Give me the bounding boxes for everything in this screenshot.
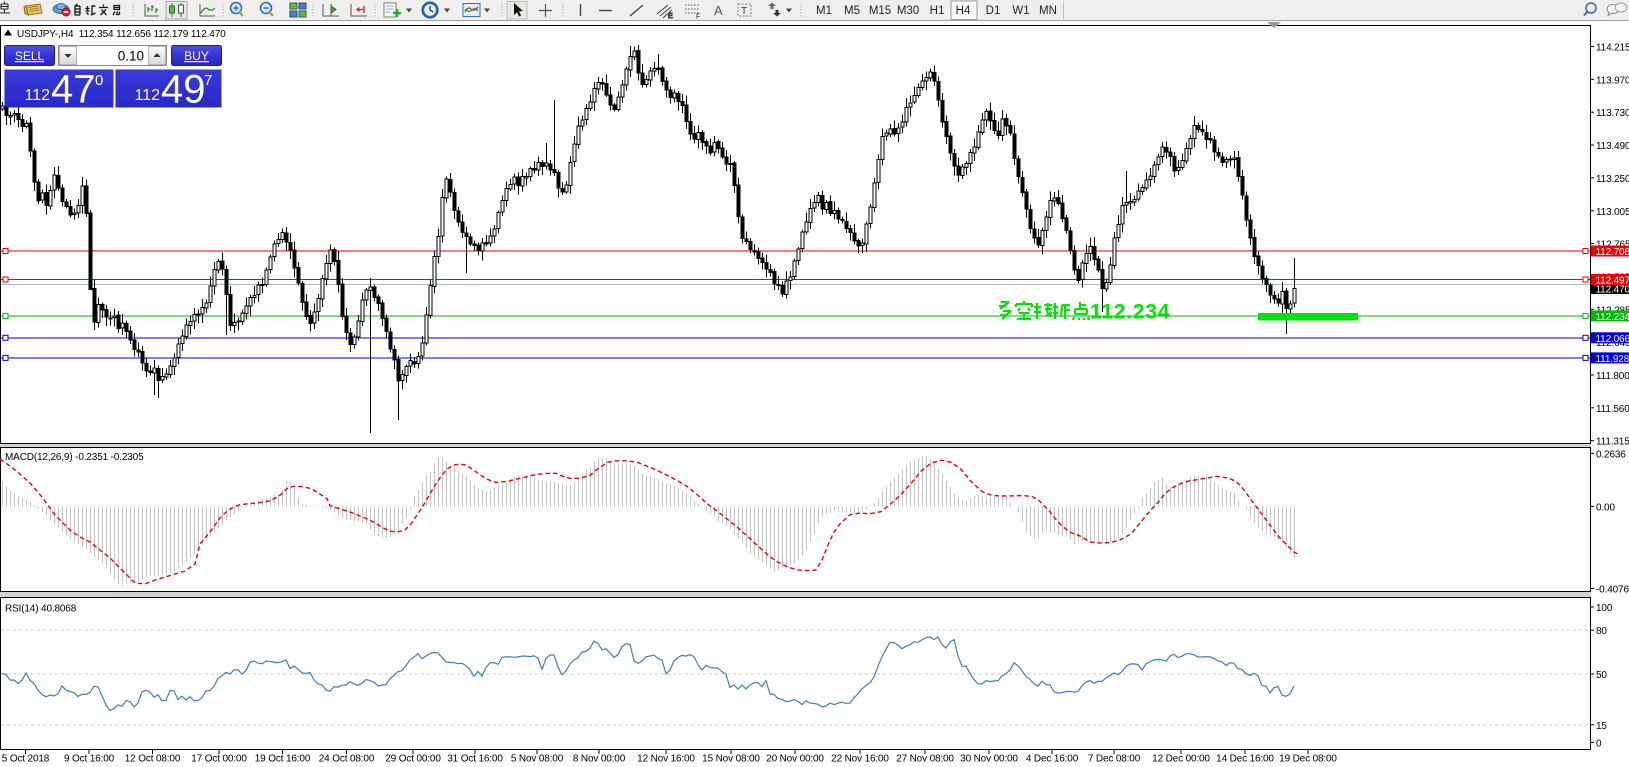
svg-text:112.045: 112.045 [1596, 338, 1629, 349]
svg-text:19 Dec 08:00: 19 Dec 08:00 [1279, 754, 1337, 765]
svg-text:113.490: 113.490 [1596, 141, 1629, 152]
svg-text:12 Nov 16:00: 12 Nov 16:00 [637, 754, 695, 765]
svg-text:7: 7 [204, 72, 212, 89]
svg-text:17 Oct 00:00: 17 Oct 00:00 [191, 754, 247, 765]
svg-text:31 Oct 16:00: 31 Oct 16:00 [447, 754, 503, 765]
svg-text:-0.4076: -0.4076 [1596, 585, 1629, 596]
svg-text:D1: D1 [986, 5, 1001, 17]
svg-text:0: 0 [1596, 738, 1602, 749]
svg-text:BUY: BUY [184, 49, 209, 63]
svg-text:30 Nov 00:00: 30 Nov 00:00 [960, 754, 1018, 765]
svg-text:20 Nov 00:00: 20 Nov 00:00 [766, 754, 824, 765]
svg-text:114.215: 114.215 [1596, 43, 1629, 54]
svg-text:0.10: 0.10 [118, 49, 144, 64]
svg-text:112.708: 112.708 [1596, 247, 1629, 258]
svg-text:15: 15 [1596, 721, 1607, 732]
svg-text:14 Dec 16:00: 14 Dec 16:00 [1216, 754, 1274, 765]
svg-text:0.2636: 0.2636 [1596, 449, 1626, 460]
svg-text:M30: M30 [897, 5, 919, 17]
svg-text:7 Dec 08:00: 7 Dec 08:00 [1088, 754, 1141, 765]
svg-text:112.234: 112.234 [1090, 301, 1170, 324]
svg-text:E: E [668, 13, 673, 20]
svg-text:MN: MN [1039, 5, 1057, 17]
svg-text:113.250: 113.250 [1596, 174, 1629, 185]
svg-text:49: 49 [161, 68, 206, 112]
svg-text:29 Oct 00:00: 29 Oct 00:00 [385, 754, 441, 765]
svg-text:5 Oct 2018: 5 Oct 2018 [2, 754, 50, 765]
svg-text:M15: M15 [869, 5, 891, 17]
svg-text:113.970: 113.970 [1596, 75, 1629, 86]
svg-text:50: 50 [1596, 670, 1607, 681]
svg-text:80: 80 [1596, 626, 1607, 637]
svg-text:112.765: 112.765 [1596, 240, 1629, 251]
svg-text:9 Oct 16:00: 9 Oct 16:00 [64, 754, 115, 765]
svg-text:22 Nov 16:00: 22 Nov 16:00 [831, 754, 889, 765]
svg-text:H4: H4 [956, 5, 971, 17]
svg-text:111.315: 111.315 [1596, 437, 1629, 448]
svg-text:USDJPY-,H4 112.354 112.656 11: USDJPY-,H4 112.354 112.656 112.179 112.4… [17, 29, 226, 40]
svg-text:112.470: 112.470 [1596, 285, 1629, 296]
svg-text:RSI(14) 40.8068: RSI(14) 40.8068 [5, 604, 77, 615]
svg-text:0.00: 0.00 [1596, 502, 1615, 513]
svg-text:T: T [741, 6, 747, 17]
svg-text:MACD(12,26,9) -0.2351 -0.2305: MACD(12,26,9) -0.2351 -0.2305 [5, 452, 144, 463]
svg-text:A: A [714, 3, 723, 18]
svg-text:M1: M1 [816, 5, 832, 17]
svg-text:113.005: 113.005 [1596, 207, 1629, 218]
svg-text:112: 112 [24, 87, 50, 104]
svg-text:111.560: 111.560 [1596, 404, 1629, 415]
svg-text:0: 0 [95, 72, 103, 89]
svg-text:112.066: 112.066 [1596, 334, 1629, 345]
svg-text:H1: H1 [930, 5, 945, 17]
svg-text:19 Oct 16:00: 19 Oct 16:00 [255, 754, 311, 765]
svg-text:112: 112 [134, 87, 160, 104]
svg-text:W1: W1 [1012, 5, 1029, 17]
svg-text:5 Nov 08:00: 5 Nov 08:00 [511, 754, 564, 765]
svg-text:12 Oct 08:00: 12 Oct 08:00 [125, 754, 181, 765]
svg-text:M5: M5 [844, 5, 860, 17]
svg-text:SELL: SELL [15, 49, 45, 63]
svg-text:8 Nov 00:00: 8 Nov 00:00 [573, 754, 626, 765]
svg-text:111.800: 111.800 [1596, 371, 1629, 382]
svg-text:15 Nov 08:00: 15 Nov 08:00 [702, 754, 760, 765]
svg-text:111.928: 111.928 [1596, 354, 1629, 365]
svg-text:24 Oct 08:00: 24 Oct 08:00 [319, 754, 375, 765]
svg-text:112.497: 112.497 [1596, 276, 1629, 287]
svg-text:47: 47 [51, 68, 96, 112]
svg-text:112.234: 112.234 [1596, 312, 1629, 323]
svg-text:F: F [696, 14, 700, 21]
svg-text:27 Nov 08:00: 27 Nov 08:00 [896, 754, 954, 765]
svg-text:12 Dec 00:00: 12 Dec 00:00 [1152, 754, 1210, 765]
svg-text:100: 100 [1596, 603, 1613, 614]
svg-text:113.730: 113.730 [1596, 108, 1629, 119]
svg-text:4 Dec 16:00: 4 Dec 16:00 [1026, 754, 1079, 765]
